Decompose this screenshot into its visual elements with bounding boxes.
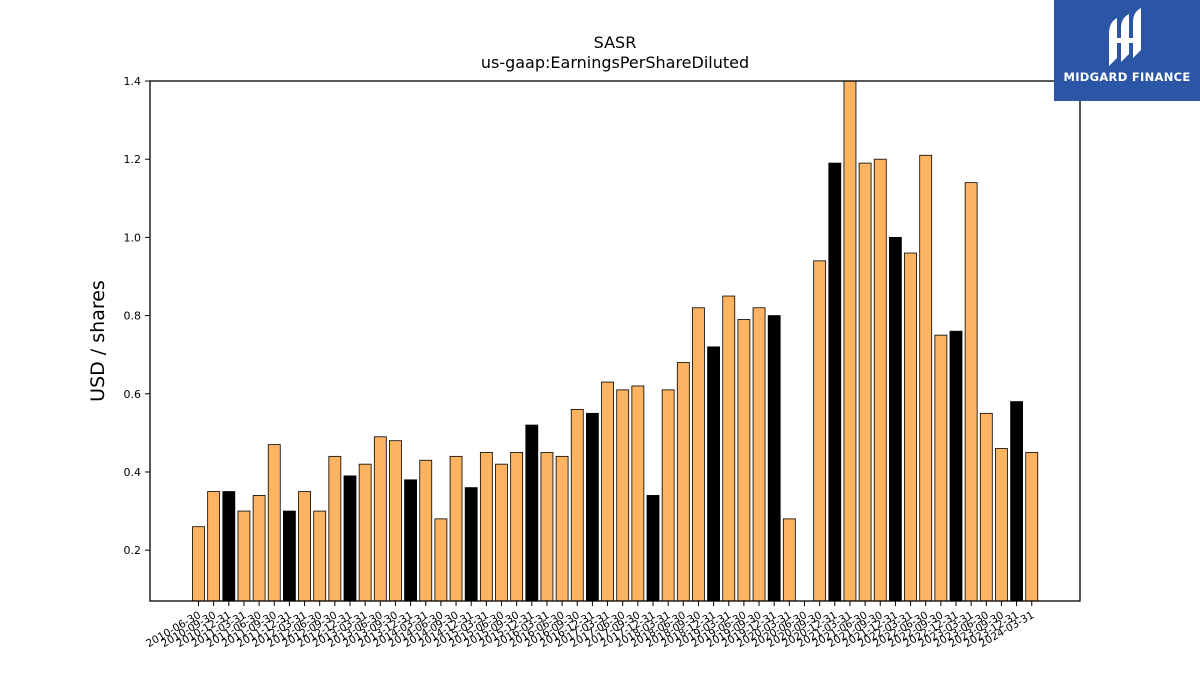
bar-2018-06-30 xyxy=(676,362,690,602)
bar-2010-12-31 xyxy=(222,491,236,602)
bar-2018-09-30 xyxy=(692,307,705,602)
bar-2016-09-30 xyxy=(570,409,584,602)
bar-2011-06-30 xyxy=(252,495,266,602)
bar-2023-03-31 xyxy=(964,182,978,602)
bar-2013-09-30 xyxy=(389,440,402,602)
chart-title: SASR xyxy=(594,33,637,52)
bar-2017-06-30 xyxy=(616,389,630,602)
bar-2023-09-30 xyxy=(995,448,1008,602)
plot-frame xyxy=(149,80,1081,602)
bar-2011-03-31 xyxy=(237,510,251,602)
bar-2021-09-30 xyxy=(873,158,887,602)
bar-2019-03-31 xyxy=(722,295,736,602)
brand-logo: MIDGARD FINANCE xyxy=(1054,0,1200,101)
bar-2016-12-31 xyxy=(586,412,599,602)
bar-2020-12-31 xyxy=(828,162,842,602)
y-axis-label: USD / shares xyxy=(87,280,109,402)
y-tick-label: 0.8 xyxy=(124,310,142,323)
bar-2022-12-31 xyxy=(949,330,963,602)
x-axis: 2010-06-302010-09-302010-12-312011-03-31… xyxy=(144,601,1036,650)
bar-2016-03-31 xyxy=(540,452,554,602)
bar-2015-12-31 xyxy=(525,424,539,602)
bar-2011-12-31 xyxy=(282,510,296,602)
bar-2022-06-30 xyxy=(919,154,933,602)
bar-2012-03-31 xyxy=(298,491,311,602)
bar-2017-12-31 xyxy=(646,495,660,602)
bar-2017-09-30 xyxy=(631,385,645,602)
y-tick-label: 1.2 xyxy=(124,153,142,166)
bar-2017-03-31 xyxy=(601,381,614,602)
bar-2018-03-31 xyxy=(661,389,675,602)
bar-2020-09-30 xyxy=(813,260,827,602)
bar-2016-06-30 xyxy=(555,455,569,602)
bar-2015-06-30 xyxy=(495,463,508,602)
y-axis: 0.2 0.4 0.6 0.8 1.0 1.2 1.4 xyxy=(124,75,150,557)
bar-2015-09-30 xyxy=(510,452,524,602)
bar-2021-06-30 xyxy=(858,162,872,602)
bar-2019-09-30 xyxy=(752,307,766,602)
bar-2014-06-30 xyxy=(434,518,448,602)
bar-2018-12-31 xyxy=(707,346,720,602)
midgard-logo-icon xyxy=(1109,8,1141,66)
bar-2023-12-31 xyxy=(1010,401,1023,602)
bar-2019-12-31 xyxy=(767,315,781,602)
y-tick-label: 1.4 xyxy=(124,75,142,88)
bar-2010-06-30 xyxy=(192,526,205,602)
bar-2013-12-31 xyxy=(404,479,418,602)
bar-2014-12-31 xyxy=(464,487,478,602)
bar-2013-03-31 xyxy=(358,463,372,602)
bar-2011-09-30 xyxy=(267,444,281,602)
bar-2012-06-30 xyxy=(313,510,327,602)
bar-2010-09-30 xyxy=(207,491,221,602)
bar-2020-03-31 xyxy=(782,518,796,602)
bar-2014-09-30 xyxy=(449,455,463,602)
bar-2023-06-30 xyxy=(979,412,993,602)
bar-2022-03-31 xyxy=(904,252,917,602)
bar-2019-06-30 xyxy=(737,319,751,602)
bar-2021-12-31 xyxy=(889,236,902,602)
brand-name: MIDGARD FINANCE xyxy=(1063,70,1191,84)
bar-2012-09-30 xyxy=(328,455,342,602)
bar-2013-06-30 xyxy=(373,436,387,602)
bar-2022-09-30 xyxy=(934,334,948,602)
y-tick-label: 1.0 xyxy=(124,231,142,244)
y-tick-label: 0.6 xyxy=(124,388,142,401)
bar-series xyxy=(192,80,1039,602)
bar-2015-03-31 xyxy=(479,452,493,602)
bar-2012-12-31 xyxy=(343,475,357,602)
bar-2014-03-31 xyxy=(419,459,433,602)
y-tick-label: 0.4 xyxy=(124,466,142,479)
chart-subtitle: us-gaap:EarningsPerShareDiluted xyxy=(481,53,749,72)
bar-2021-03-31 xyxy=(843,80,857,602)
bar-2024-03-31 xyxy=(1025,452,1039,602)
y-tick-label: 0.2 xyxy=(124,544,142,557)
